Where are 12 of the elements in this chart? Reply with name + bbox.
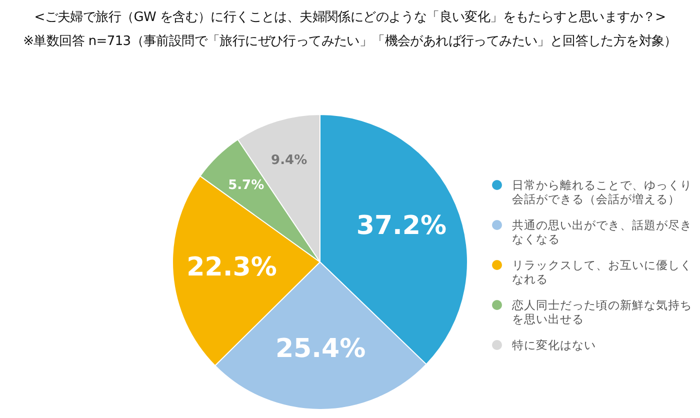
- legend-label: リラックスして、お互いに優しくなれる: [512, 258, 692, 286]
- data-label: 25.4%: [275, 334, 366, 364]
- chart-title: <ご夫婦で旅行（GW を含む）に行くことは、夫婦関係にどのような「良い変化」をもたらすと思いますか？>: [33, 9, 667, 27]
- legend-label: 恋人同士だった頃の新鮮な気持ちを思い出せる: [512, 298, 692, 326]
- chart-subtitle: ※単数回答 n=713（事前設問で「旅行にぜひ行ってみたい」「機会があれば行ってみたい」と回答した方を対象）: [22, 33, 678, 51]
- data-label: 37.2%: [356, 211, 447, 242]
- data-label: 22.3%: [186, 252, 277, 283]
- legend-label: 日常から離れることで、ゆっくり会話ができる（会話が増える）: [512, 178, 692, 206]
- legend-label: 特に変化はない: [512, 338, 596, 352]
- legend-label: 共通の思い出ができ、話題が尽きなくなる: [512, 218, 692, 246]
- data-label: 5.7%: [228, 178, 264, 194]
- data-label: 9.4%: [271, 152, 308, 168]
